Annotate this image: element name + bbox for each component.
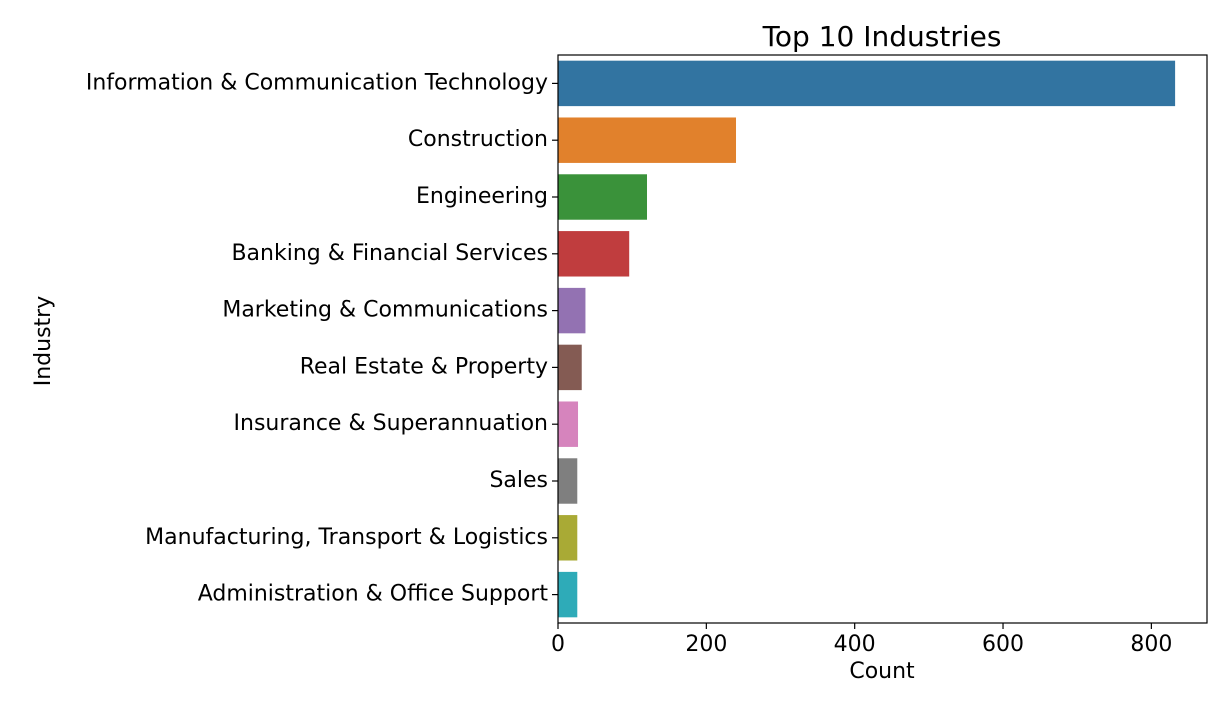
y-tick-label: Sales bbox=[489, 468, 548, 493]
bar bbox=[558, 174, 648, 220]
bar bbox=[558, 401, 579, 447]
y-tick-label: Real Estate & Property bbox=[300, 354, 548, 379]
chart-title: Top 10 Industries bbox=[762, 20, 1002, 53]
y-tick-label: Insurance & Superannuation bbox=[234, 411, 548, 436]
y-tick-label: Engineering bbox=[416, 184, 548, 209]
plot-frame bbox=[557, 54, 1208, 624]
y-axis-label: Industry bbox=[31, 296, 56, 387]
y-tick-label: Administration & Office Support bbox=[198, 582, 549, 607]
bar bbox=[558, 60, 1176, 107]
bar bbox=[558, 231, 630, 277]
x-tick-label: 800 bbox=[1130, 632, 1172, 657]
bar bbox=[558, 458, 578, 504]
y-tick-labels: Information & Communication Technology Co… bbox=[86, 70, 558, 607]
bars-group bbox=[558, 60, 1176, 618]
x-tick-label: 200 bbox=[685, 632, 727, 657]
x-tick-label: 0 bbox=[551, 632, 565, 657]
bar bbox=[558, 344, 582, 391]
y-tick-label: Construction bbox=[408, 127, 548, 152]
bar bbox=[558, 287, 586, 334]
bar bbox=[558, 117, 737, 163]
x-axis-label: Count bbox=[849, 659, 915, 684]
y-tick-label: Banking & Financial Services bbox=[231, 241, 548, 266]
bar bbox=[558, 571, 578, 618]
y-tick-label: Manufacturing, Transport & Logistics bbox=[145, 525, 548, 550]
x-tick-label: 400 bbox=[834, 632, 876, 657]
bar bbox=[558, 515, 578, 561]
y-tick-label: Information & Communication Technology bbox=[86, 70, 548, 95]
y-tick-label: Marketing & Communications bbox=[222, 298, 548, 323]
x-tick-label: 600 bbox=[982, 632, 1024, 657]
x-ticks: 0 200 400 600 800 bbox=[551, 623, 1172, 657]
